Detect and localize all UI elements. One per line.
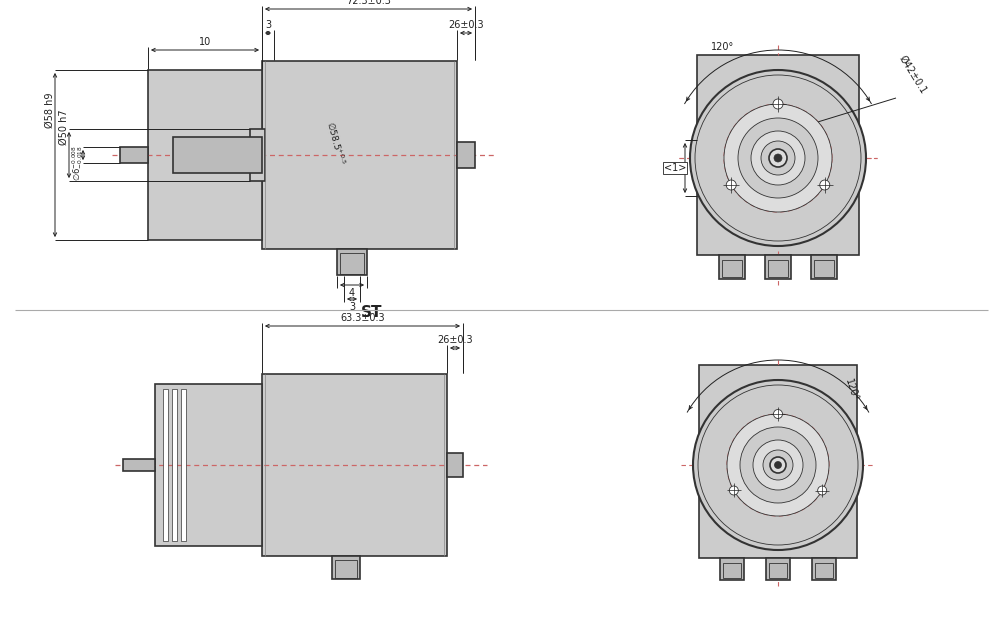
Bar [769, 563, 787, 578]
Circle shape [753, 440, 803, 490]
Text: 10: 10 [198, 37, 210, 47]
Circle shape [739, 427, 816, 503]
Text: 63.3±0.3: 63.3±0.3 [340, 313, 385, 323]
Text: Ø58 h9: Ø58 h9 [45, 92, 55, 128]
Bar [262, 61, 457, 249]
Bar [148, 70, 262, 240]
Text: Ø50 h7: Ø50 h7 [59, 109, 69, 145]
Text: <1>: <1> [663, 163, 685, 173]
Bar [718, 255, 744, 279]
Circle shape [761, 141, 795, 175]
Circle shape [817, 486, 826, 495]
Circle shape [773, 99, 783, 109]
Bar [814, 260, 834, 277]
Bar [171, 389, 176, 541]
Text: Ø42±0.1: Ø42±0.1 [896, 54, 928, 96]
Bar [335, 560, 357, 578]
Circle shape [692, 380, 862, 550]
Text: 120°: 120° [842, 378, 859, 403]
Bar [457, 142, 475, 168]
Bar [719, 558, 743, 580]
Bar [696, 55, 858, 255]
Circle shape [769, 149, 787, 167]
Circle shape [770, 457, 786, 473]
Text: MT: MT [365, 0, 391, 3]
Text: $\emptyset$58.5$^{+0.5}$: $\emptyset$58.5$^{+0.5}$ [324, 120, 348, 166]
Circle shape [725, 180, 735, 190]
Text: 26±0.3: 26±0.3 [448, 20, 483, 30]
Circle shape [819, 180, 829, 190]
Bar [332, 556, 360, 579]
Bar [180, 389, 185, 541]
Bar [123, 459, 155, 471]
Circle shape [737, 118, 818, 198]
Bar [172, 137, 262, 173]
Circle shape [774, 461, 781, 469]
Circle shape [728, 486, 737, 495]
Text: ST: ST [361, 305, 383, 320]
Bar [447, 453, 463, 477]
Circle shape [763, 450, 793, 480]
Text: 4: 4 [349, 288, 355, 298]
Bar [815, 563, 833, 578]
Bar [163, 389, 167, 541]
Circle shape [773, 409, 782, 419]
Bar [340, 253, 364, 274]
Circle shape [689, 70, 865, 246]
Bar [812, 558, 835, 580]
Bar [249, 129, 265, 181]
Text: 26±0.3: 26±0.3 [437, 335, 472, 345]
Text: 3: 3 [265, 20, 271, 30]
Text: 3: 3 [349, 302, 355, 312]
Circle shape [750, 131, 805, 185]
Bar [698, 365, 856, 558]
Text: 120°: 120° [710, 42, 733, 52]
Bar [262, 374, 447, 556]
Bar [337, 249, 367, 275]
Text: $\emptyset$6$^{-0.008}_{-0.018}$: $\emptyset$6$^{-0.008}_{-0.018}$ [70, 145, 85, 181]
Circle shape [723, 104, 832, 212]
Bar [722, 563, 740, 578]
Bar [765, 255, 791, 279]
Bar [766, 558, 790, 580]
Circle shape [726, 414, 829, 516]
Bar [768, 260, 788, 277]
Text: 72.3±0.3: 72.3±0.3 [346, 0, 391, 6]
Bar [155, 384, 262, 546]
Bar [811, 255, 836, 279]
Bar [120, 147, 148, 163]
Bar [721, 260, 741, 277]
Circle shape [774, 154, 782, 162]
